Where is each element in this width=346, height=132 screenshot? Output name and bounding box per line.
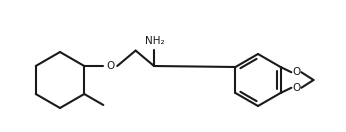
- Text: O: O: [292, 67, 300, 77]
- Text: NH₂: NH₂: [145, 36, 165, 46]
- Text: O: O: [292, 83, 300, 93]
- Text: O: O: [106, 61, 115, 71]
